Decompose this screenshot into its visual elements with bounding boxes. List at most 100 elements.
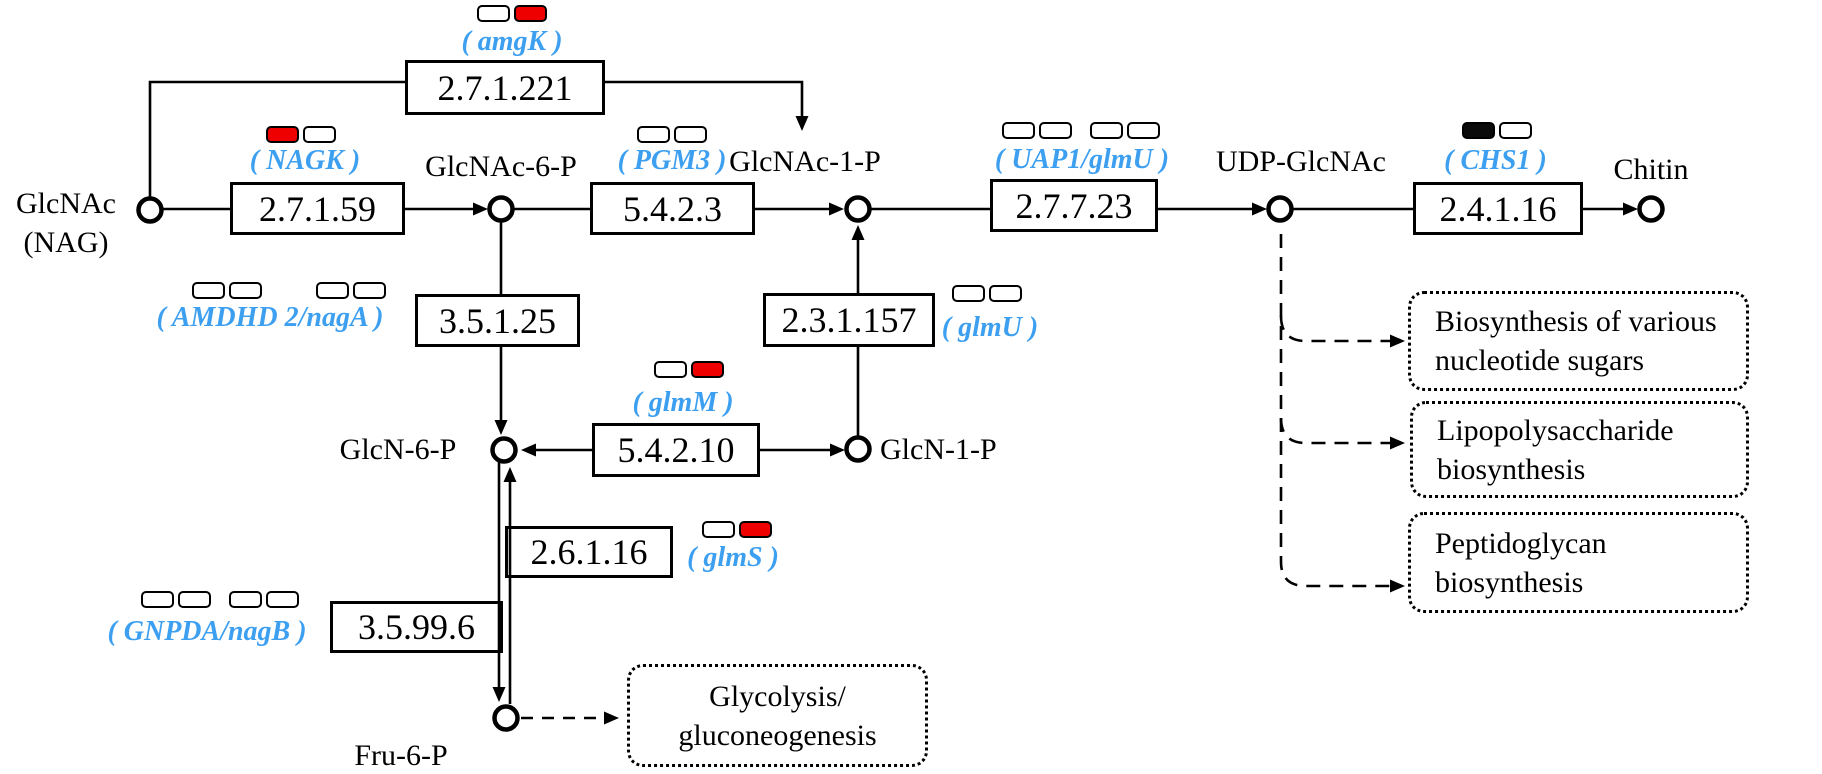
ec-box-3-5-99-6: 3.5.99.6: [330, 601, 503, 653]
edge-glcnac-to-ec271221: [148, 80, 405, 198]
gene-label-glms: ( glmS ): [687, 542, 779, 573]
edge-ec24116-to-chitin: [1583, 202, 1638, 216]
nagk-chips: [266, 126, 336, 143]
edge-ec5423-to-glcnac1p: [755, 202, 844, 216]
chip-white: [989, 285, 1022, 302]
label-glcnac: GlcNAc: [16, 187, 116, 220]
ec-box-2-6-1-16: 2.6.1.16: [505, 526, 673, 578]
pathway-text-line2: nucleotide sugars: [1435, 344, 1645, 377]
pathway-text-line2: gluconeogenesis: [678, 718, 877, 752]
pathway-text-line2: biosynthesis: [1435, 565, 1584, 599]
pathway-box-glycolysis: Glycolysis/ gluconeogenesis: [627, 664, 928, 767]
ec-box-2-7-1-221: 2.7.1.221: [405, 60, 605, 115]
gene-label-chs1: ( CHS1 ): [1444, 145, 1547, 176]
edge-ec231157-to-glcnac1p: [851, 225, 865, 293]
label-chitin: Chitin: [1613, 153, 1689, 186]
pathway-text-line1: Biosynthesis of various: [1435, 305, 1717, 338]
label-glcn6p: GlcN-6-P: [339, 433, 457, 466]
chip-white: [702, 521, 735, 538]
node-udpglcnac: [1266, 195, 1294, 223]
label-udpglcnac: UDP-GlcNAc: [1216, 145, 1386, 178]
chip-white: [353, 282, 386, 299]
edge-ec271221-to-glcnac1p: [605, 80, 809, 131]
label-glcn1p: GlcN-1-P: [880, 433, 997, 466]
chip-white: [952, 285, 985, 302]
chip-white: [141, 591, 174, 608]
edge-udpglcnac-branches-dashed: [1279, 234, 1392, 588]
edge-ec27723-to-udpglcnac: [1158, 202, 1267, 216]
ec-box-2-7-1-59: 2.7.1.59: [230, 182, 405, 235]
amdhd-chips: [192, 282, 386, 299]
pathway-text-line1: Glycolysis/: [709, 679, 846, 713]
node-glcnac1p: [844, 195, 872, 223]
node-glcnac6p: [487, 195, 515, 223]
ec-box-3-5-1-25: 3.5.1.25: [415, 294, 580, 347]
chs1-chips: [1462, 122, 1532, 139]
pathway-text-line1: Peptidoglycan: [1435, 526, 1607, 560]
chip-white: [266, 591, 299, 608]
chip-white: [477, 5, 510, 22]
edge-glcn6p-to-fru6p: [492, 462, 506, 702]
chip-white: [229, 591, 262, 608]
gene-label-nagk: ( NAGK ): [249, 145, 361, 176]
chip-red: [266, 126, 299, 143]
ec-box-2-4-1-16: 2.4.1.16: [1413, 182, 1583, 235]
node-fru6p: [492, 704, 520, 732]
chip-white: [1002, 122, 1035, 139]
ec-box-5-4-2-3: 5.4.2.3: [590, 182, 755, 235]
chip-red: [514, 5, 547, 22]
chip-white: [178, 591, 211, 608]
gnpda-chips: [141, 591, 299, 608]
arrowhead-lipopolysaccharide: [1390, 436, 1405, 450]
arrowhead-nucleotide-sugars: [1390, 334, 1405, 348]
chip-white: [654, 361, 687, 378]
label-glcnac6p: GlcNAc-6-P: [425, 150, 577, 183]
gene-label-glmm: ( glmM ): [632, 387, 734, 418]
ec-box-5-4-2-10: 5.4.2.10: [592, 423, 760, 477]
chip-white: [637, 126, 670, 143]
ec-box-2-7-7-23: 2.7.7.23: [990, 179, 1158, 232]
chip-black: [1462, 122, 1495, 139]
node-glcnac: [136, 196, 164, 224]
pgm3-chips: [637, 126, 707, 143]
gene-label-pgm3: ( PGM3 ): [617, 145, 727, 176]
chip-white: [303, 126, 336, 143]
edge-ec54210-to-glcn1p: [760, 443, 845, 457]
chip-white: [1039, 122, 1072, 139]
arrowhead-peptidoglycan: [1390, 579, 1405, 593]
chip-white: [192, 282, 225, 299]
uap1-chips: [1002, 122, 1160, 139]
pathway-box-peptidoglycan: Peptidoglycan biosynthesis: [1408, 512, 1749, 613]
pathway-box-nucleotide-sugars: Biosynthesis of various nucleotide sugar…: [1408, 291, 1749, 391]
node-glcn1p: [844, 435, 872, 463]
chip-white: [1090, 122, 1123, 139]
edge-fru6p-to-glcn6p: [503, 467, 517, 704]
arrowhead-glycolysis: [604, 711, 619, 725]
edge-ec54210-to-glcn6p: [521, 443, 592, 457]
edge-ec27159-to-glcnac6p: [405, 202, 488, 216]
node-chitin: [1637, 195, 1665, 223]
gene-label-amgk: ( amgK ): [461, 26, 563, 57]
node-glcn6p: [490, 436, 518, 464]
chip-white: [1127, 122, 1160, 139]
gene-label-uap1: ( UAP1/glmU ): [994, 144, 1170, 175]
glmm-chips: [654, 361, 724, 378]
chip-red: [691, 361, 724, 378]
chip-white: [674, 126, 707, 143]
chip-white: [1499, 122, 1532, 139]
chip-white: [316, 282, 349, 299]
gene-label-gnpda: ( GNPDA/nagB ): [107, 616, 307, 647]
gene-label-amdhd: ( AMDHD 2/nagA ): [156, 302, 384, 333]
gene-label-glmu: ( glmU ): [941, 312, 1039, 343]
chip-red: [739, 521, 772, 538]
label-nag: (NAG): [23, 226, 109, 259]
edge-ec35125-to-glcn6p: [494, 347, 508, 435]
glms-chips: [702, 521, 772, 538]
glmu-chips: [952, 285, 1022, 302]
amgk-chips: [477, 5, 547, 22]
pathway-box-lipopolysaccharide: Lipopolysaccharide biosynthesis: [1410, 401, 1749, 498]
chip-white: [229, 282, 262, 299]
